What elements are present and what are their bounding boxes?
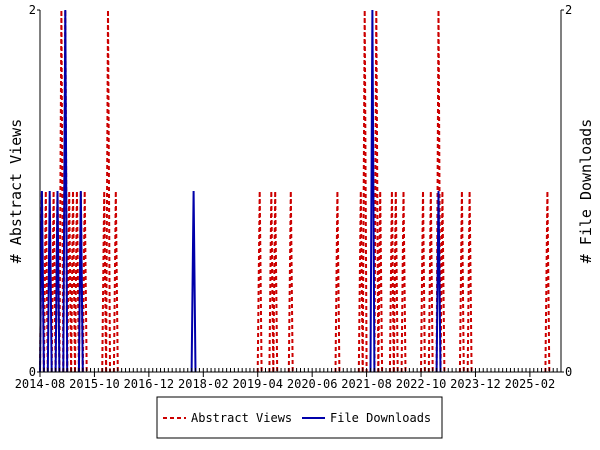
abstract-views-mark xyxy=(361,9,368,373)
abstract-views-mark xyxy=(392,190,399,373)
abstract-views-mark xyxy=(101,190,108,373)
file-downloads-mark xyxy=(46,190,53,373)
abstract-views-mark xyxy=(66,190,73,373)
x-tick-label: 2016-12 xyxy=(124,377,175,391)
abstract-views-mark xyxy=(357,190,364,373)
abstract-views-mark xyxy=(112,190,119,373)
abstract-views-mark xyxy=(272,190,279,373)
x-tick-label: 2019-04 xyxy=(232,377,283,391)
y-tick-label-right: 0 xyxy=(565,365,572,379)
x-tick-label: 2022-10 xyxy=(396,377,447,391)
abstract-views-mark xyxy=(427,190,434,373)
legend-label-file-downloads: File Downloads xyxy=(330,411,431,425)
abstract-views-mark xyxy=(268,190,275,373)
file-downloads-mark xyxy=(39,190,45,373)
x-axis-ticks xyxy=(37,9,564,377)
abstract-views-mark xyxy=(334,190,341,373)
abstract-views-mark xyxy=(544,190,551,373)
file-downloads-mark xyxy=(190,190,197,373)
abstract-views-mark xyxy=(70,190,76,373)
plot-area xyxy=(39,9,562,373)
abstract-views-mark xyxy=(42,190,49,373)
x-tick-label: 2025-02 xyxy=(505,377,556,391)
abstract-views-mark xyxy=(105,9,111,373)
legend: Abstract Views File Downloads xyxy=(156,396,443,439)
y-axis-title-left: # Abstract Views xyxy=(7,119,25,264)
abstract-views-mark xyxy=(373,9,380,373)
x-tick-label: 2020-06 xyxy=(287,377,338,391)
file-downloads-mark xyxy=(77,190,84,373)
y-tick-label-right: 2 xyxy=(565,3,572,17)
x-tick-label: 2015-10 xyxy=(69,377,120,391)
abstract-views-mark xyxy=(256,190,263,373)
file-downloads-mark xyxy=(435,190,442,373)
x-tick-label: 2021-08 xyxy=(341,377,392,391)
abstract-views-mark xyxy=(466,190,473,373)
abstract-views-mark xyxy=(377,190,384,373)
y-axis-title-right: # File Downloads xyxy=(577,119,595,264)
x-tick-label: 2014-08 xyxy=(15,377,66,391)
abstract-views-mark xyxy=(81,190,88,373)
abstract-views-mark xyxy=(439,190,446,373)
abstract-views-mark xyxy=(287,190,294,373)
x-tick-label: 2018-02 xyxy=(178,377,229,391)
abstract-views-mark xyxy=(388,190,395,373)
file-downloads-mark xyxy=(369,9,376,373)
legend-box xyxy=(156,396,443,439)
abstract-views-mark xyxy=(458,190,465,373)
tick-labels: 2014-08 2015-10 2016-12 2018-02 2019-04 2020-… xyxy=(15,3,573,391)
abstract-views-mark xyxy=(50,190,57,373)
x-tick-label: 2023-12 xyxy=(450,377,501,391)
file-downloads-mark xyxy=(62,9,69,373)
abstract-views-mark xyxy=(400,190,407,373)
y-tick-label-left: 0 xyxy=(29,365,36,379)
legend-label-abstract-views: Abstract Views xyxy=(191,411,292,425)
file-downloads-mark xyxy=(54,190,61,373)
abstract-views-mark xyxy=(420,190,426,373)
abstract-views-mark xyxy=(74,190,80,373)
y-tick-label-left: 2 xyxy=(29,3,36,17)
abstract-views-mark xyxy=(58,9,65,373)
